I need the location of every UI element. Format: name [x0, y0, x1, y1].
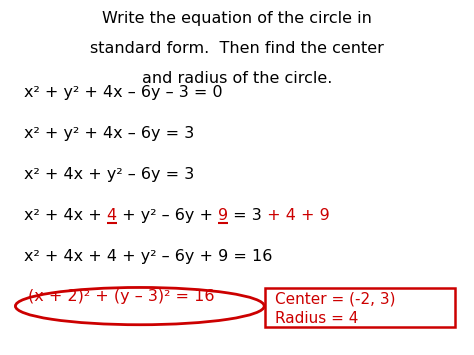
Text: x² + 4x + y² – 6y = 3: x² + 4x + y² – 6y = 3	[24, 167, 194, 182]
FancyBboxPatch shape	[265, 288, 455, 327]
Text: Center = (-2, 3): Center = (-2, 3)	[275, 292, 395, 307]
Text: and radius of the circle.: and radius of the circle.	[142, 71, 332, 86]
Text: x² + 4x + 4 + y² – 6y + 9 = 16: x² + 4x + 4 + y² – 6y + 9 = 16	[24, 248, 272, 263]
Text: + 4 + 9: + 4 + 9	[262, 208, 329, 223]
Text: (x + 2)² + (y – 3)² = 16: (x + 2)² + (y – 3)² = 16	[28, 289, 215, 304]
Text: x² + y² + 4x – 6y – 3 = 0: x² + y² + 4x – 6y – 3 = 0	[24, 85, 222, 100]
Text: 4: 4	[107, 208, 117, 223]
Text: 9: 9	[218, 208, 228, 223]
Text: x² + 4x +: x² + 4x +	[24, 208, 107, 223]
Text: Write the equation of the circle in: Write the equation of the circle in	[102, 11, 372, 26]
Text: + y² – 6y +: + y² – 6y +	[117, 208, 218, 223]
Text: Radius = 4: Radius = 4	[275, 311, 358, 326]
Text: standard form.  Then find the center: standard form. Then find the center	[90, 41, 384, 56]
Text: = 3: = 3	[228, 208, 262, 223]
Text: x² + y² + 4x – 6y = 3: x² + y² + 4x – 6y = 3	[24, 126, 194, 141]
